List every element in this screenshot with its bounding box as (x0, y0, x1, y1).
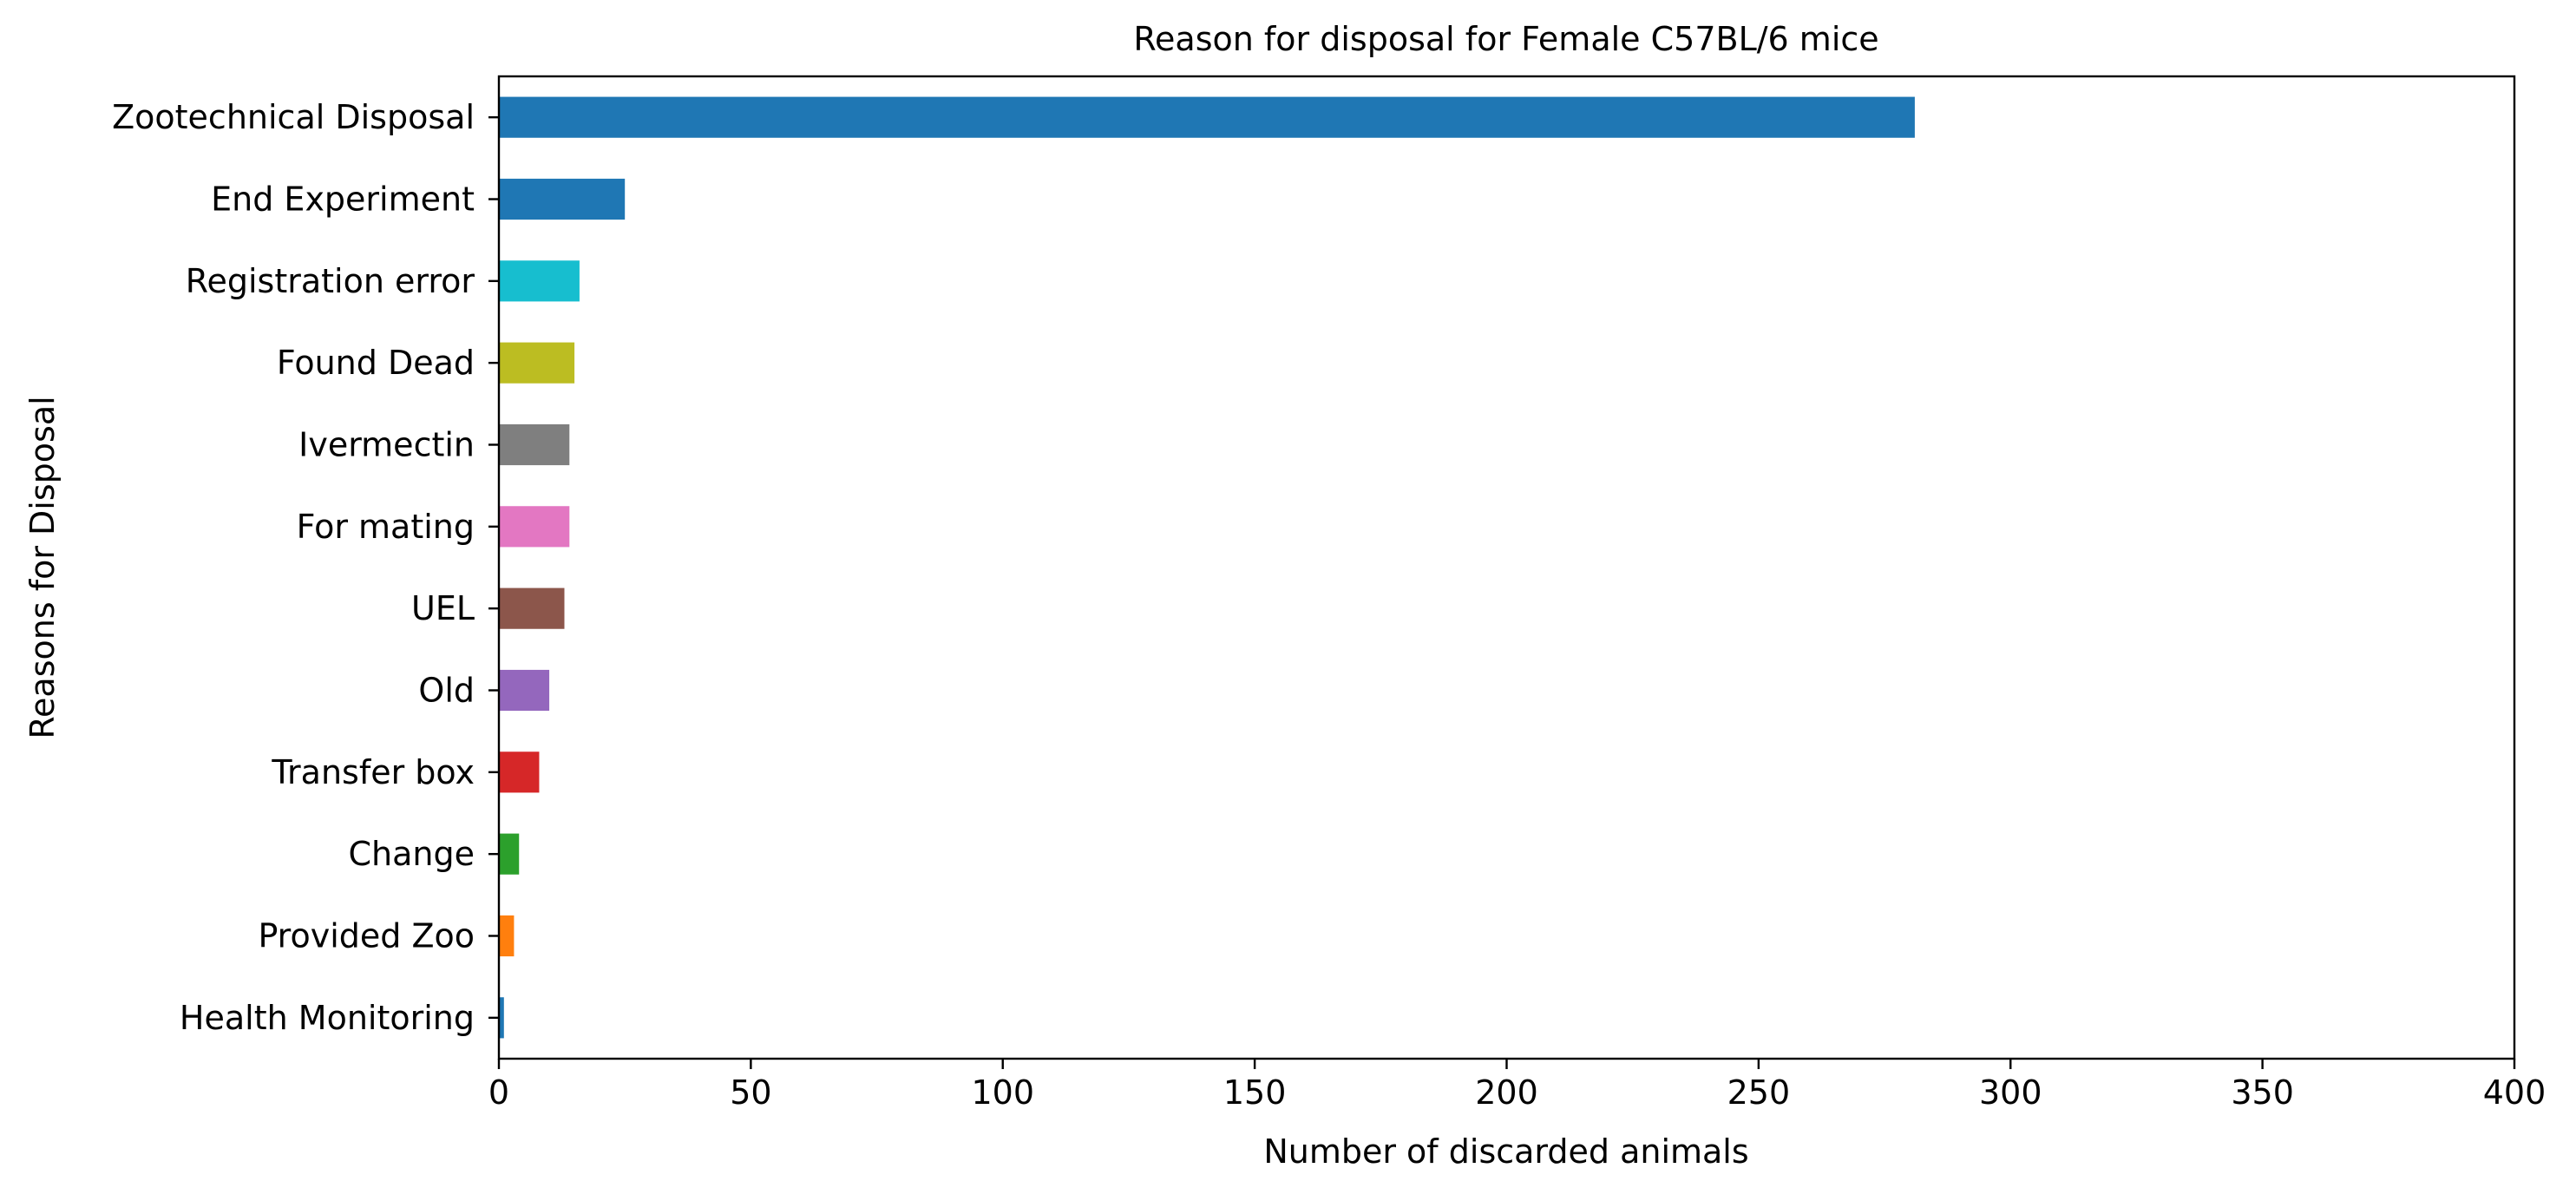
bar-7 (499, 669, 550, 712)
bar-8 (499, 751, 540, 793)
y-tick-label: Registration error (186, 262, 475, 300)
bar-4 (499, 423, 570, 466)
x-tick-label: 300 (1979, 1073, 2042, 1112)
x-tick-label: 250 (1727, 1073, 1791, 1112)
x-tick-label: 50 (730, 1073, 771, 1112)
x-tick-label: 400 (2483, 1073, 2547, 1112)
x-axis-label: Number of discarded animals (1263, 1132, 1748, 1171)
x-tick-label: 0 (488, 1073, 509, 1112)
y-tick-label: Provided Zoo (258, 917, 475, 955)
y-tick-label: UEL (411, 589, 475, 627)
y-tick-label: Health Monitoring (180, 999, 475, 1037)
x-tick-label: 350 (2231, 1073, 2294, 1112)
x-tick-label: 150 (1223, 1073, 1287, 1112)
y-tick-label: Ivermectin (298, 426, 475, 464)
y-tick-label: For mating (297, 508, 475, 546)
x-tick-label: 200 (1475, 1073, 1538, 1112)
y-tick-label: Old (418, 672, 475, 710)
chart-title: Reason for disposal for Female C57BL/6 m… (1133, 20, 1878, 58)
y-tick-label: End Experiment (211, 180, 475, 219)
x-axis: 0 50 100 150 200 250 300 350 400 (488, 1059, 2546, 1112)
y-tick-label: Change (349, 835, 475, 873)
x-tick-label: 100 (971, 1073, 1034, 1112)
plot-frame (497, 75, 2516, 1060)
bar-2 (499, 260, 580, 302)
bars-layer (499, 96, 1915, 1039)
y-axis-label: Reasons for Disposal (23, 396, 62, 738)
bar-6 (499, 587, 565, 629)
bar-9 (499, 833, 520, 875)
bar-3 (499, 342, 575, 384)
bar-1 (499, 178, 626, 220)
bar-10 (499, 915, 515, 957)
y-tick-label: Transfer box (271, 753, 475, 791)
bar-0 (499, 96, 1915, 138)
y-tick-label: Found Dead (277, 344, 475, 382)
y-tick-label: Zootechnical Disposal (112, 98, 475, 136)
y-axis: Zootechnical Disposal End Experiment Regis… (112, 98, 499, 1037)
bar-11 (499, 997, 504, 1039)
bar-5 (499, 506, 570, 548)
